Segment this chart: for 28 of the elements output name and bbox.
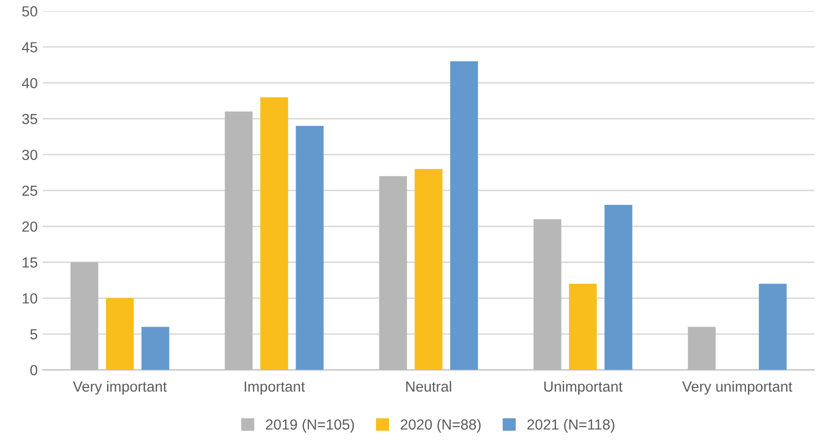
y-tick-label: 25 xyxy=(22,186,38,196)
legend-label: 2020 (N=88) xyxy=(400,418,481,433)
bar xyxy=(450,61,478,370)
bar xyxy=(414,168,442,370)
y-tick-label: 10 xyxy=(22,293,38,304)
x-tick-label: Important xyxy=(244,382,305,395)
bar xyxy=(569,284,597,370)
y-tick-label: 5 xyxy=(30,329,38,340)
bar xyxy=(106,298,134,370)
y-tick-label: 30 xyxy=(22,150,38,160)
y-tick-label: 20 xyxy=(22,221,38,232)
x-tick-label: Very important xyxy=(72,381,167,395)
bar xyxy=(604,204,632,370)
y-tick-label: 15 xyxy=(22,258,38,268)
x-tick-label: Very unimportant xyxy=(682,381,792,395)
bar xyxy=(758,284,787,370)
bar xyxy=(260,97,288,370)
bar xyxy=(141,326,170,370)
y-tick-label: 0 xyxy=(30,365,38,376)
bar xyxy=(296,126,324,370)
x-tick-label: Neutral xyxy=(406,381,452,392)
y-tick-label: 50 xyxy=(22,6,38,17)
legend-label: 2019 (N=105) xyxy=(266,418,354,433)
y-tick-label: 40 xyxy=(22,78,38,88)
x-tick-label: Unimportant xyxy=(544,381,623,395)
legend-label: 2021 (N=118) xyxy=(527,418,614,433)
y-tick-label: 35 xyxy=(22,114,38,124)
y-tick-label: 45 xyxy=(22,42,38,52)
